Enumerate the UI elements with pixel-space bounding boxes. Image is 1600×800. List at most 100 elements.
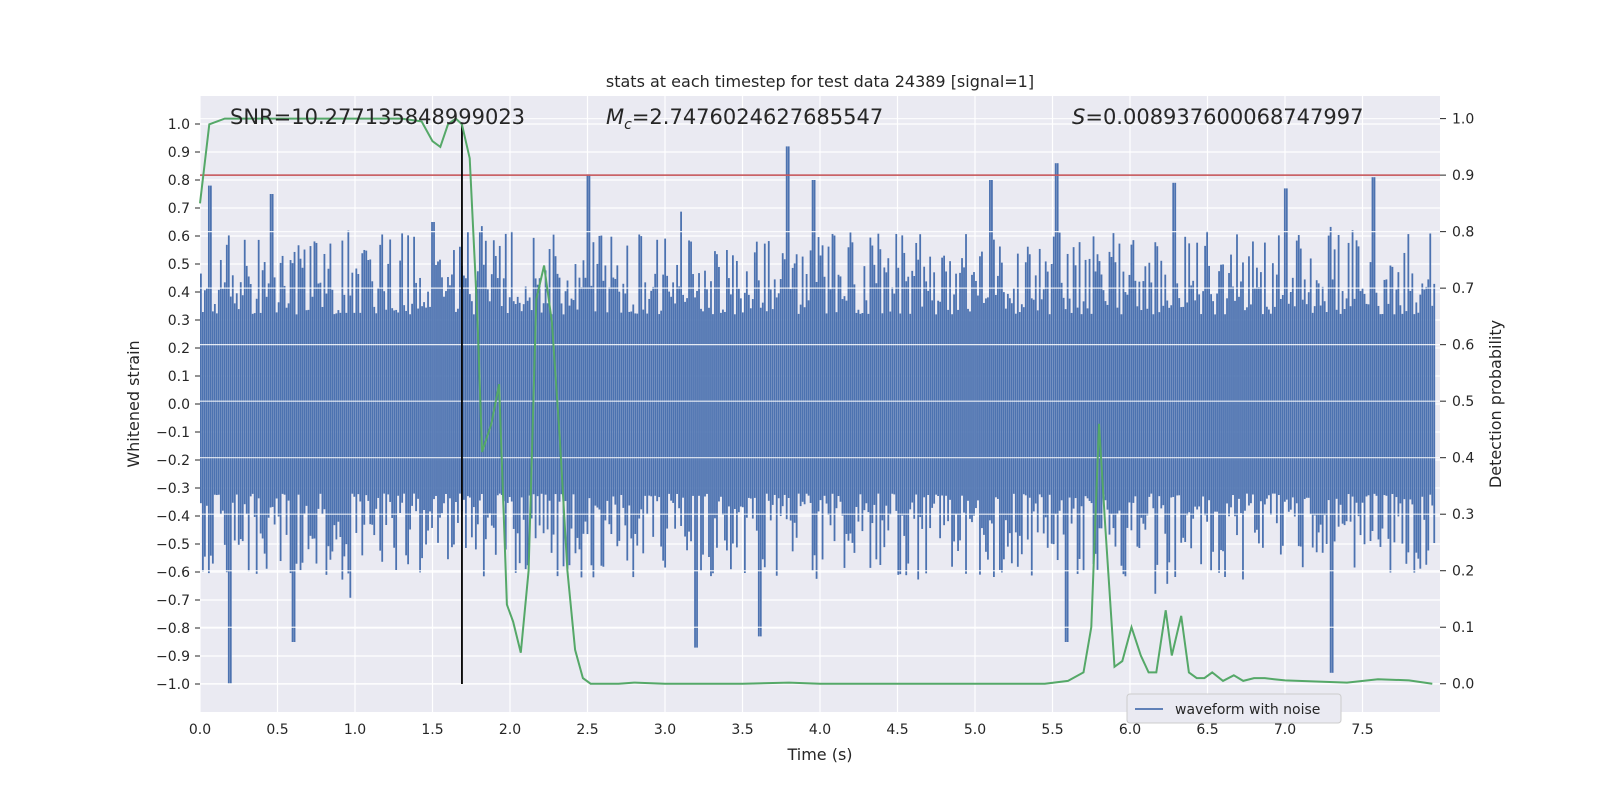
waveform-bar [465,278,467,548]
waveform-bar [610,236,613,535]
waveform-bar [365,250,368,496]
waveform-bar [1086,308,1089,499]
waveform-bar [1010,303,1013,564]
waveform-bar [1238,296,1240,499]
x-axis-ticks: 0.0 0.5 1.0 1.5 2.0 2.5 3.0 3.5 4.0 4.5 5.0 5.5 6.0 6… [189,722,1374,738]
waveform-bar [1349,306,1352,522]
y2-axis-label: Detection probability [1486,320,1505,488]
waveform-bar [295,314,298,564]
waveform-bar [1158,312,1161,497]
waveform-bar [586,174,589,535]
waveform-bar [333,314,336,526]
waveform-bar [1166,300,1169,584]
waveform-bar [243,239,246,505]
waveform-bar [1429,233,1432,495]
waveform-bar [680,211,682,526]
waveform-bar [417,308,419,499]
waveform-bar [1275,274,1278,524]
waveform-bar [869,237,872,568]
waveform-bar [905,281,908,576]
waveform-bar [253,313,256,517]
waveform-bar [917,259,920,580]
waveform-bar [953,294,955,542]
waveform-bar [662,274,665,561]
waveform-bar [1234,300,1236,517]
waveform-bar [1114,262,1117,547]
y-tick-label: −0.2 [156,453,190,469]
waveform-bar [1331,279,1334,673]
waveform-bar [1060,282,1063,501]
waveform-bar [1317,283,1320,533]
waveform-bar [919,234,922,518]
waveform-bar [737,288,740,513]
waveform-bar [459,246,461,494]
waveform-bar [1254,288,1256,533]
waveform-bar [1293,306,1296,517]
waveform-bar [612,277,615,497]
x-tick-label: 3.0 [654,722,676,738]
waveform-bar [743,292,746,574]
waveform-bar [963,267,965,513]
waveform-bar [1377,305,1380,540]
waveform-bar [903,252,906,536]
waveform-bar [817,237,820,512]
waveform-bar [660,310,663,547]
chirp-mass-value: =2.7476024627685547 [632,105,883,129]
waveform-bar [1136,306,1139,547]
waveform-bar [1098,261,1101,529]
waveform-bar [233,303,236,541]
waveform-bar [297,245,300,495]
waveform-bar [331,289,334,552]
waveform-bar [1343,309,1346,526]
waveform-bar [1214,314,1216,512]
waveform-bar [1064,309,1067,642]
waveform-bar [516,296,519,534]
waveform-bar [785,146,788,520]
waveform-bar [1387,303,1390,539]
waveform-bar [1196,242,1199,510]
waveform-bar [666,275,669,529]
waveform-bar [712,314,714,574]
waveform-bar [1401,313,1404,544]
waveform-bar [749,308,752,499]
waveform-bar [1395,289,1398,498]
waveform-bar [1391,266,1394,494]
waveform-bar [604,265,607,521]
waveform-bar [1162,305,1165,506]
waveform-bar [710,281,712,577]
waveform-bar [841,299,844,516]
waveform-bar [468,294,471,498]
waveform-bar [457,308,459,523]
waveform-bar [1333,249,1336,542]
waveform-bar [873,264,876,505]
waveform-bar [339,312,342,538]
y2-axis-ticks: 1.0 0.9 0.8 0.7 0.6 0.5 0.4 0.3 0.2 0.1 0.0 [1440,112,1474,693]
waveform-bar [203,290,206,557]
waveform-bar [1262,314,1264,548]
waveform-bar [564,291,567,502]
waveform-bar [901,235,904,516]
waveform-bar [1307,292,1310,498]
waveform-bar [995,294,997,498]
waveform-bar [325,293,328,575]
waveform-bar [678,286,680,509]
waveform-bar [544,270,547,495]
waveform-bar [837,274,840,497]
waveform-bar [1138,281,1141,549]
waveform-bar [570,298,573,529]
y-tick-label: −0.9 [156,649,190,665]
waveform-bar [441,277,443,514]
waveform-bar [722,309,724,515]
waveform-bar [1279,298,1282,555]
waveform-bar [735,260,738,548]
waveform-bar [747,294,750,498]
waveform-bar [1309,258,1312,515]
waveform-bar [1321,286,1324,553]
waveform-bar [490,274,493,526]
y-tick-label: 0.6 [168,229,190,245]
waveform-bar [373,306,376,536]
waveform-bar [939,301,942,539]
waveform-bar [702,311,704,555]
waveform-bar [1379,314,1382,547]
waveform-bar [730,294,732,570]
